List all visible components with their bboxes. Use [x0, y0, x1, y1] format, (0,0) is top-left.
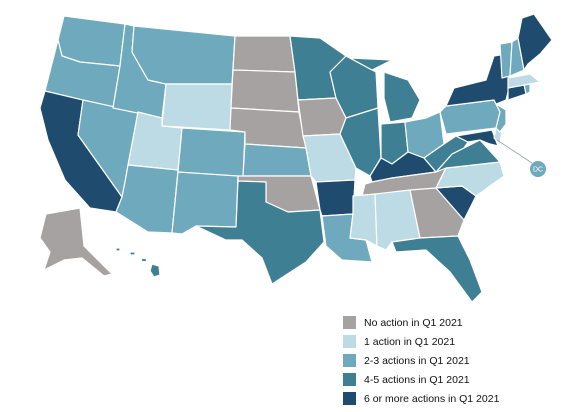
state-alaska[interactable] — [39, 207, 113, 277]
legend-item-six-plus: 6 or more actions in Q1 2021 — [343, 389, 499, 408]
legend-swatch-two-three — [343, 354, 356, 367]
legend-label-one: 1 action in Q1 2021 — [364, 335, 456, 348]
state-texas[interactable] — [195, 180, 325, 285]
legend-item-one: 1 action in Q1 2021 — [343, 332, 499, 351]
state-maine[interactable] — [517, 13, 553, 71]
dc-marker[interactable] — [530, 161, 546, 177]
state-hawaii[interactable] — [115, 247, 161, 278]
state-florida[interactable] — [391, 235, 483, 303]
legend-item-two-three: 2-3 actions in Q1 2021 — [343, 351, 499, 370]
state-montana[interactable] — [131, 25, 236, 85]
state-maryland[interactable] — [455, 129, 499, 147]
state-wyoming[interactable] — [161, 83, 233, 131]
legend-label-none: No action in Q1 2021 — [364, 316, 463, 329]
state-massachusetts[interactable] — [507, 73, 541, 89]
legend-swatch-six-plus — [343, 392, 356, 405]
dc-leader-line — [496, 139, 533, 164]
state-georgia[interactable] — [409, 187, 465, 239]
legend-label-six-plus: 6 or more actions in Q1 2021 — [364, 392, 500, 405]
state-north-dakota[interactable] — [232, 35, 296, 73]
legend-item-four-five: 4-5 actions in Q1 2021 — [343, 370, 499, 389]
legend: No action in Q1 2021 1 action in Q1 2021… — [343, 313, 499, 408]
state-new-york[interactable] — [445, 53, 511, 107]
legend-swatch-one — [343, 335, 356, 348]
state-new-jersey[interactable] — [495, 103, 507, 133]
legend-label-two-three: 2-3 actions in Q1 2021 — [364, 354, 470, 367]
state-south-dakota[interactable] — [230, 69, 300, 113]
state-arkansas[interactable] — [315, 179, 356, 217]
dc-label: DC — [533, 167, 543, 174]
legend-item-none: No action in Q1 2021 — [343, 313, 499, 332]
state-kansas[interactable] — [242, 143, 312, 177]
legend-swatch-four-five — [343, 373, 356, 386]
state-colorado[interactable] — [177, 127, 246, 179]
legend-swatch-none — [343, 316, 356, 329]
state-mississippi[interactable] — [349, 193, 378, 247]
state-new-mexico[interactable] — [171, 171, 239, 235]
legend-label-four-five: 4-5 actions in Q1 2021 — [364, 373, 470, 386]
state-michigan[interactable] — [349, 57, 421, 123]
state-west-virginia[interactable] — [423, 135, 469, 173]
